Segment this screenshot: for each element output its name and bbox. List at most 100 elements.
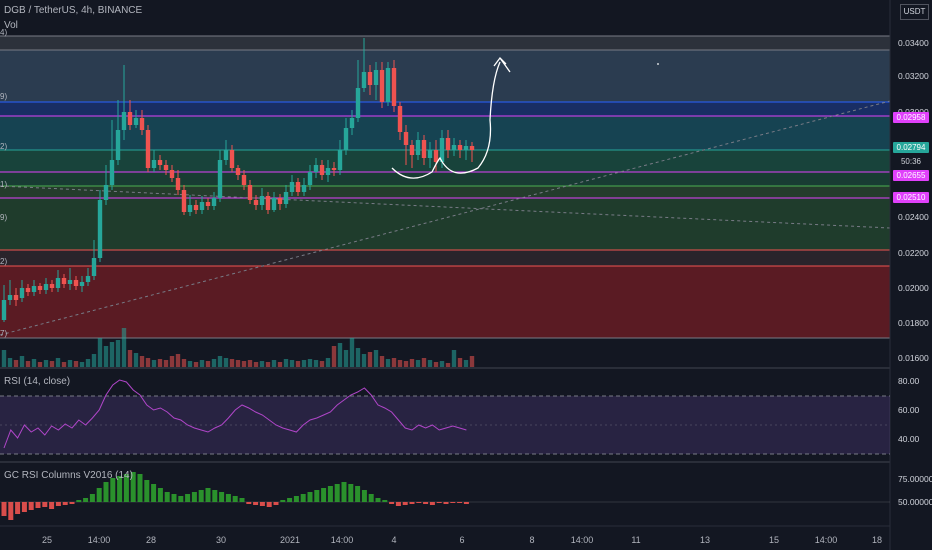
candle-up <box>283 192 289 204</box>
candle-up <box>415 140 421 155</box>
gc-column-up <box>355 486 361 502</box>
volume-bar <box>325 358 331 368</box>
volume-bar <box>241 361 247 368</box>
gc-column-up <box>232 496 238 502</box>
candle-up <box>439 138 445 162</box>
volume-bar <box>151 360 157 368</box>
gc-column-up <box>382 500 388 502</box>
gc-axis-label: 50.00000 <box>898 497 932 507</box>
volume-bar <box>73 361 79 368</box>
gc-column-up <box>205 488 211 502</box>
volume-bar <box>25 361 31 368</box>
time-label: 14:00 <box>570 535 594 545</box>
candle-down <box>379 70 385 102</box>
candle-up <box>7 295 13 300</box>
candle-up <box>103 185 109 200</box>
gc-column-down <box>49 502 55 509</box>
gc-column-down <box>429 502 435 505</box>
gc-column-up <box>375 498 381 502</box>
volume-bar <box>211 359 217 368</box>
volume-bar <box>247 360 253 368</box>
price-label: 0.01600 <box>898 353 929 363</box>
gc-column-up <box>178 496 184 502</box>
volume-bar <box>1 350 7 368</box>
rsi-title[interactable]: RSI (14, close) <box>4 376 71 387</box>
candle-down <box>409 145 415 155</box>
gc-column-down <box>259 502 265 506</box>
candle-up <box>217 160 223 198</box>
time-label: 14:00 <box>330 535 354 545</box>
time-label: 13 <box>699 535 711 545</box>
gc-axis-label: 75.00000 <box>898 474 932 484</box>
gc-column-up <box>368 494 374 502</box>
gc-column-up <box>361 490 367 502</box>
candle-up <box>187 205 193 212</box>
volume-bar <box>349 338 355 368</box>
gc-column-up <box>287 498 293 502</box>
candle-down <box>397 106 403 132</box>
volume-bar <box>265 362 271 368</box>
volume-bar <box>205 361 211 368</box>
gc-column-down <box>389 502 395 504</box>
candle-up <box>43 284 49 290</box>
gc-column-down <box>55 502 61 506</box>
volume-bar <box>79 362 85 368</box>
countdown-tag: 50:36 <box>893 156 929 167</box>
gc-column-down <box>443 502 449 504</box>
fib-zone <box>0 36 890 50</box>
gc-column-up <box>327 486 333 502</box>
candle-down <box>319 165 325 175</box>
candle-up <box>223 150 229 160</box>
fib-zone <box>0 116 890 150</box>
volume-bar <box>409 359 415 368</box>
volume-bar <box>415 360 421 368</box>
volume-bar <box>61 362 67 368</box>
currency-badge[interactable]: USDT <box>900 4 929 20</box>
gc-column-up <box>137 474 143 502</box>
gc-column-down <box>42 502 48 507</box>
gc-column-down <box>457 502 463 503</box>
candle-up <box>313 165 319 172</box>
candle-up <box>109 160 115 185</box>
volume-bar <box>181 359 187 368</box>
gc-column-down <box>409 502 415 504</box>
volume-bar <box>457 358 463 368</box>
time-label: 25 <box>41 535 53 545</box>
candle-down <box>37 286 43 290</box>
volume-bar <box>397 360 403 368</box>
gc-column-down <box>450 502 456 503</box>
time-label: 2021 <box>279 535 301 545</box>
fibonacci-zones <box>0 35 890 339</box>
gc-column-up <box>157 488 163 502</box>
gc-rsi-columns <box>1 472 469 520</box>
candle-up <box>289 182 295 192</box>
volume-bar <box>301 360 307 368</box>
gc-column-up <box>110 478 116 502</box>
volume-bar <box>469 356 475 368</box>
volume-bar <box>283 359 289 368</box>
candle-up <box>151 160 157 168</box>
volume-bar <box>433 362 439 368</box>
candle-down <box>241 175 247 185</box>
candle-down <box>421 140 427 158</box>
candle-down <box>49 284 55 288</box>
gc-column-up <box>123 474 129 502</box>
candle-up <box>199 202 205 210</box>
fib-zone <box>0 186 890 198</box>
candle-up <box>343 128 349 150</box>
gc-column-up <box>293 496 299 502</box>
volume-bar <box>445 363 451 368</box>
gc-title[interactable]: GC RSI Columns V2016 (14) <box>4 470 133 481</box>
candle-down <box>181 190 187 212</box>
volume-bar <box>67 360 73 368</box>
gc-column-down <box>273 502 279 505</box>
candle-down <box>247 185 253 200</box>
symbol-title[interactable]: DGB / TetherUS, 4h, BINANCE <box>4 5 143 16</box>
gc-column-up <box>117 476 123 502</box>
volume-bar <box>37 362 43 368</box>
volume-bar <box>253 362 259 368</box>
level-marker: 2) <box>0 142 8 151</box>
candle-up <box>133 118 139 125</box>
